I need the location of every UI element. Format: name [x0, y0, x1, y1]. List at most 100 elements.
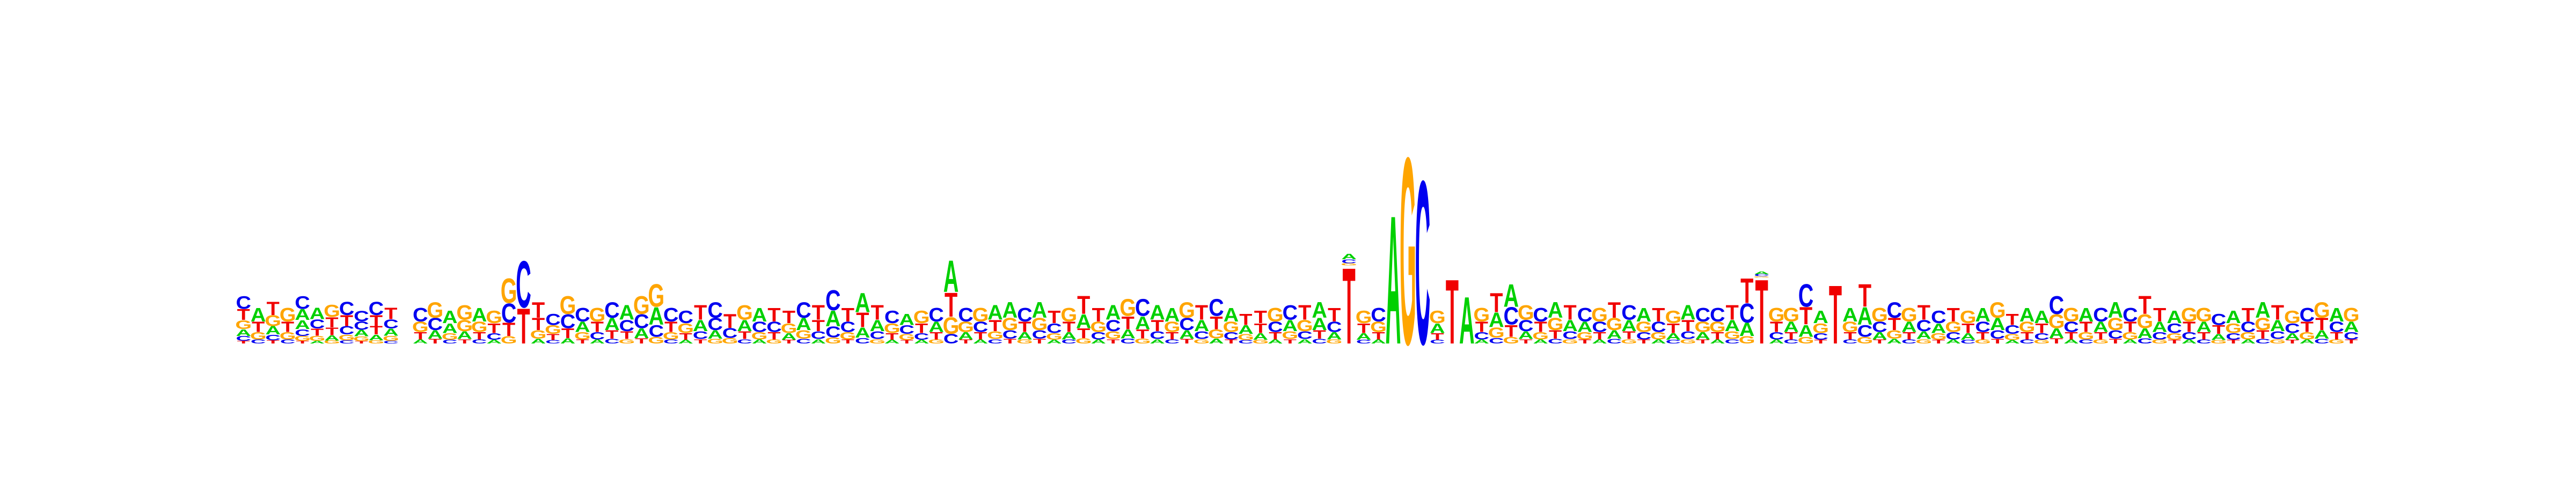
logo-letter-g: G: [1252, 339, 1269, 345]
logo-letter-t: T: [1564, 301, 1577, 325]
logo-letter-t: T: [1696, 339, 1710, 345]
logo-letter-c: C: [2019, 339, 2035, 345]
logo-letter-c: C: [928, 304, 944, 326]
logo-letter-c: C: [2079, 339, 2094, 345]
logo-letter-g: G: [1694, 319, 1711, 335]
logo-letter-g: G: [1960, 307, 1977, 327]
logo-letter-c: C: [575, 304, 590, 326]
logo-letter-a: A: [1621, 317, 1637, 334]
logo-letter-t: T: [1755, 261, 1768, 363]
logo-letter-t: T: [1180, 338, 1193, 345]
logo-letter-g: G: [1812, 321, 1829, 336]
logo-letter-a: A: [855, 288, 870, 318]
logo-letter-g: G: [589, 304, 606, 326]
logo-letter-t: T: [635, 337, 648, 346]
logo-letter-a: A: [737, 317, 752, 334]
logo-letter-t: T: [841, 304, 854, 326]
logo-letter-c: C: [1887, 297, 1902, 323]
logo-letter-t: T: [1357, 321, 1370, 336]
logo-letter-a: A: [1857, 303, 1873, 330]
logo-letter-c: C: [840, 319, 856, 335]
logo-letter-g: G: [1282, 329, 1298, 342]
logo-letter-t: T: [546, 333, 560, 342]
logo-letter-c: C: [1032, 328, 1048, 341]
logo-letter-t: T: [1622, 329, 1635, 342]
logo-letter-a: A: [752, 339, 767, 345]
logo-letter-g: G: [1105, 329, 1122, 342]
logo-letter-c: C: [2004, 323, 2020, 337]
logo-letter-a: A: [1503, 277, 1519, 313]
logo-letter-c: C: [1282, 301, 1298, 325]
logo-letter-c: C: [310, 317, 325, 331]
logo-letter-a: A: [604, 314, 620, 334]
logo-letter-c: C: [1091, 330, 1106, 342]
logo-letter-c: C: [354, 308, 369, 325]
logo-letter-g: G: [1016, 339, 1033, 345]
logo-letter-c: C: [914, 332, 930, 342]
logo-letter-t: T: [488, 321, 501, 336]
logo-letter-c: C: [560, 311, 576, 333]
logo-letter-t: T: [2256, 328, 2270, 341]
logo-letter-g: G: [957, 319, 974, 335]
logo-letter-g: G: [1768, 304, 1785, 326]
logo-letter-a: A: [825, 306, 841, 331]
logo-letter-a: A: [1356, 332, 1372, 342]
logo-letter-a: A: [2019, 304, 2035, 326]
logo-letter-c: C: [1002, 328, 1018, 341]
logo-letter-g: G: [766, 339, 782, 345]
logo-letter-t: T: [458, 338, 471, 345]
logo-letter-t: T: [989, 317, 1002, 334]
logo-letter-g: G: [2004, 333, 2021, 342]
logo-letter-t: T: [1652, 304, 1665, 326]
logo-letter-g: G: [1739, 334, 1755, 346]
logo-letter-t: T: [738, 329, 751, 342]
logo-letter-c: C: [796, 297, 811, 323]
logo-letter-c: C: [1960, 339, 1976, 345]
logo-letter-g: G: [1665, 307, 1681, 327]
logo-letter-t: T: [1711, 330, 1724, 342]
logo-letter-g: G: [1562, 338, 1578, 345]
logo-letter-a: A: [2182, 339, 2197, 345]
logo-letter-a: A: [1680, 301, 1696, 325]
logo-letter-a: A: [2093, 319, 2109, 335]
logo-letter-c: C: [1975, 319, 1990, 335]
logo-letter-t: T: [812, 317, 825, 334]
logo-letter-t: T: [915, 321, 928, 336]
logo-letter-a: A: [1120, 327, 1136, 341]
logo-letter-t: T: [591, 319, 604, 335]
logo-letter-a: A: [1017, 330, 1033, 342]
logo-letter-t: T: [620, 329, 633, 342]
logo-letter-g: G: [2225, 321, 2242, 336]
logo-letter-c: C: [1990, 328, 2006, 341]
logo-letter-c: C: [1754, 274, 1769, 277]
logo-letter-a: A: [855, 325, 870, 341]
logo-letter-c: C: [1872, 319, 1887, 335]
logo-letter-c: C: [943, 332, 959, 347]
logo-letter-c: C: [1842, 339, 1858, 345]
logo-letter-g: G: [722, 336, 738, 345]
logo-letter-c: C: [1798, 277, 1814, 313]
logo-letter-t: T: [1843, 330, 1856, 342]
logo-letter-c: C: [1312, 338, 1327, 345]
logo-letter-a: A: [634, 326, 649, 341]
logo-letter-t: T: [2286, 339, 2299, 345]
logo-letter-t: T: [1593, 330, 1606, 342]
logo-letter-t: T: [1902, 330, 1915, 342]
logo-letter-t: T: [1077, 326, 1090, 341]
logo-letter-t: T: [267, 340, 280, 345]
logo-letter-g: G: [2328, 339, 2345, 345]
logo-letter-a: A: [1106, 301, 1121, 325]
logo-letter-c: C: [1857, 321, 1873, 340]
logo-letter-a: A: [2300, 339, 2315, 345]
logo-letter-a: A: [1695, 330, 1711, 342]
logo-letter-t: T: [767, 304, 780, 326]
logo-letter-c: C: [1165, 339, 1180, 345]
logo-letter-t: T: [1578, 339, 1592, 345]
logo-letter-t: T: [1284, 338, 1297, 345]
logo-letter-t: T: [1077, 291, 1090, 320]
logo-letter-c: C: [2241, 319, 2256, 335]
logo-letter-g: G: [1090, 319, 1107, 335]
logo-letter-t: T: [767, 330, 780, 342]
logo-letter-a: A: [2152, 319, 2168, 335]
logo-letter-a: A: [2123, 339, 2138, 345]
